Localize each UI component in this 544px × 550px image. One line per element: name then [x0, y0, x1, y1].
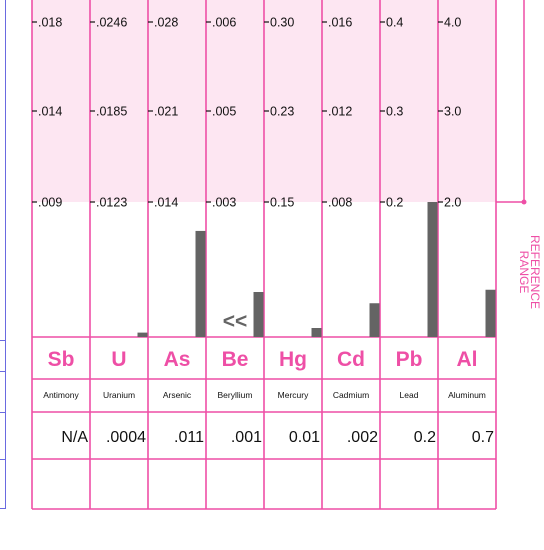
tick-label: .006 — [212, 16, 236, 30]
element-name: Beryllium — [218, 390, 253, 400]
result-value: .011 — [174, 429, 204, 446]
tick-label: .003 — [212, 196, 236, 210]
tick-label: .021 — [154, 105, 178, 119]
result-value: .0004 — [106, 429, 146, 446]
result-bar — [485, 289, 496, 337]
tick-label: .014 — [38, 105, 62, 119]
element-symbol: Sb — [48, 348, 75, 371]
tick-label: .018 — [38, 16, 62, 30]
tick-label: 0.2 — [386, 196, 403, 210]
result-bar — [253, 292, 264, 337]
tick-label: 0.3 — [386, 105, 403, 119]
result-value: N/A — [61, 429, 88, 446]
tick-label: 0.30 — [270, 16, 294, 30]
tick-label: 0.15 — [270, 196, 294, 210]
element-symbol: Be — [222, 348, 249, 371]
side-label-line: RANGE — [517, 251, 531, 294]
result-value: 0.01 — [289, 429, 320, 446]
element-name: Lead — [400, 390, 419, 400]
result-value: 0.2 — [414, 429, 436, 446]
tick-label: .016 — [328, 16, 352, 30]
tick-label: .012 — [328, 105, 352, 119]
tick-label: 4.0 — [444, 16, 461, 30]
element-symbol: Al — [457, 348, 478, 371]
element-symbol: As — [164, 348, 191, 371]
tick-label: .0123 — [96, 196, 127, 210]
result-bar — [195, 230, 206, 337]
result-bar — [137, 332, 148, 337]
result-bar — [427, 202, 438, 337]
tick-label: 0.4 — [386, 16, 403, 30]
element-symbol: Pb — [396, 348, 423, 371]
tick-label: 3.0 — [444, 105, 461, 119]
element-name: Antimony — [43, 390, 79, 400]
tick-label: 2.0 — [444, 196, 461, 210]
element-symbol: Hg — [279, 348, 307, 371]
tick-label: .009 — [38, 196, 62, 210]
element-name: Uranium — [103, 390, 135, 400]
tick-label: .0246 — [96, 16, 127, 30]
result-bar — [311, 328, 322, 337]
element-symbol: U — [111, 348, 126, 371]
tick-label: .028 — [154, 16, 178, 30]
side-label-line: REFERENCE — [528, 235, 542, 309]
result-value: .001 — [231, 429, 262, 446]
element-name: Aluminum — [448, 390, 486, 400]
result-bar — [369, 303, 380, 337]
tick-label: .005 — [212, 105, 236, 119]
element-name: Arsenic — [163, 390, 192, 400]
left-border — [0, 0, 7, 510]
result-value: .002 — [347, 429, 378, 446]
tick-label: .008 — [328, 196, 352, 210]
result-value: 0.7 — [472, 429, 494, 446]
element-name: Mercury — [278, 390, 309, 400]
element-symbol: Cd — [337, 348, 365, 371]
tick-label: 0.23 — [270, 105, 294, 119]
tick-label: .0185 — [96, 105, 127, 119]
element-name: Cadmium — [333, 390, 369, 400]
tick-label: .014 — [154, 196, 178, 210]
below-detection-marker: << — [223, 310, 248, 333]
